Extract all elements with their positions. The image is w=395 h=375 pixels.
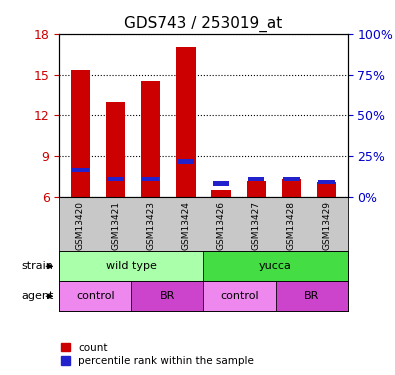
Bar — [203, 251, 348, 281]
Bar — [143, 177, 159, 182]
Bar — [317, 182, 336, 197]
Bar — [71, 70, 90, 197]
Bar — [107, 177, 124, 182]
Bar — [59, 281, 131, 311]
Bar — [141, 81, 160, 197]
Text: control: control — [220, 291, 259, 301]
Bar — [246, 181, 266, 197]
Bar — [203, 281, 276, 311]
Title: GDS743 / 253019_at: GDS743 / 253019_at — [124, 16, 282, 32]
Text: agent: agent — [22, 291, 54, 301]
Bar — [283, 177, 299, 182]
Bar — [282, 179, 301, 197]
Bar — [276, 281, 348, 311]
Text: BR: BR — [160, 291, 175, 301]
Text: GSM13429: GSM13429 — [322, 201, 331, 250]
Text: BR: BR — [304, 291, 319, 301]
Bar — [178, 159, 194, 164]
Text: GSM13423: GSM13423 — [146, 201, 155, 250]
Text: wild type: wild type — [106, 261, 157, 272]
Text: control: control — [76, 291, 115, 301]
Legend: count, percentile rank within the sample: count, percentile rank within the sample — [60, 343, 254, 366]
Text: GSM13426: GSM13426 — [216, 201, 226, 250]
Bar — [72, 168, 88, 172]
Bar — [59, 251, 203, 281]
Text: GSM13428: GSM13428 — [287, 201, 296, 250]
Bar — [248, 177, 264, 182]
Bar — [131, 281, 203, 311]
Text: GSM13427: GSM13427 — [252, 201, 261, 250]
Text: GSM13424: GSM13424 — [181, 201, 190, 250]
Bar — [318, 180, 335, 184]
Bar — [213, 181, 229, 186]
Bar — [176, 47, 196, 197]
Text: strain: strain — [22, 261, 54, 272]
Text: yucca: yucca — [259, 261, 292, 272]
Text: GSM13421: GSM13421 — [111, 201, 120, 250]
Bar — [211, 190, 231, 197]
Text: GSM13420: GSM13420 — [76, 201, 85, 250]
Bar — [106, 102, 125, 197]
